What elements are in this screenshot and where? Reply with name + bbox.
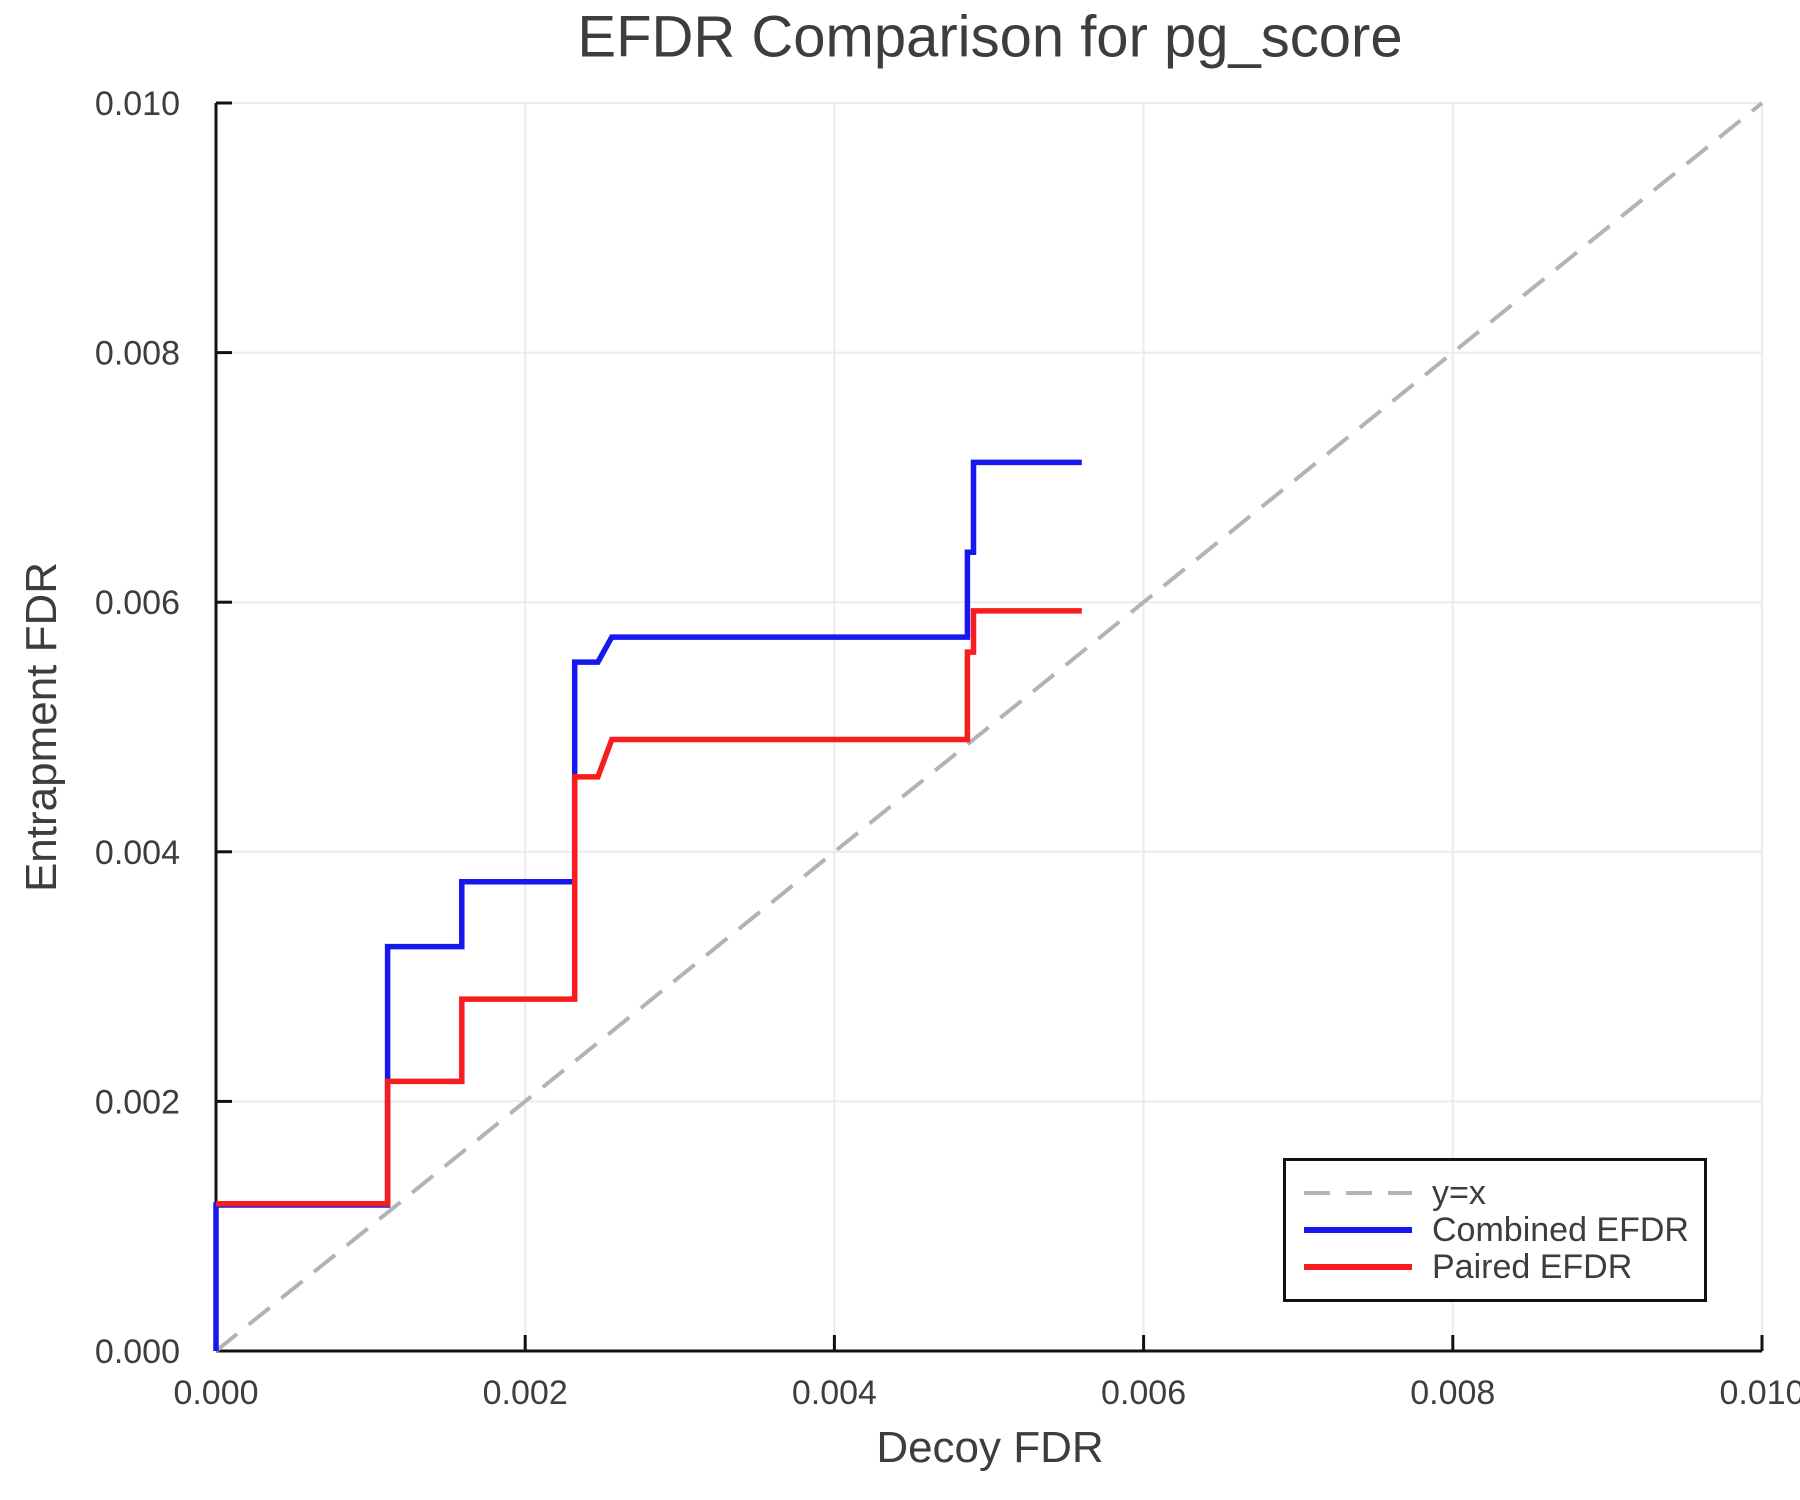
y-tick-label: 0.004 — [95, 834, 180, 872]
x-tick-label: 0.002 — [483, 1374, 568, 1412]
blue-line-sample-icon — [1304, 1227, 1412, 1233]
legend-label-paired: Paired EFDR — [1432, 1247, 1633, 1286]
diagonal-line — [214, 101, 1764, 1353]
y-tick-label: 0.006 — [95, 584, 180, 622]
legend-item-diagonal: y=x — [1302, 1173, 1704, 1212]
y-axis-label: Entrapment FDR — [17, 561, 66, 893]
legend-item-combined: Combined EFDR — [1302, 1210, 1704, 1249]
series-line-combined-efdr — [213, 459, 1082, 1351]
dashed-line-sample-icon — [1304, 1191, 1412, 1195]
red-line-sample-icon — [1304, 1264, 1412, 1270]
legend: y=x Combined EFDR Paired EFDR — [1283, 1158, 1707, 1302]
y-tick-label: 0.008 — [95, 335, 180, 373]
series-line-paired-efdr — [216, 608, 1082, 1207]
x-axis-label: Decoy FDR — [876, 1423, 1104, 1472]
x-tick-label: 0.006 — [1101, 1374, 1186, 1412]
y-tick-label: 0.010 — [95, 85, 180, 123]
chart-title: EFDR Comparison for pg_score — [577, 4, 1403, 70]
legend-item-paired: Paired EFDR — [1302, 1247, 1704, 1286]
x-tick-label: 0.000 — [173, 1374, 258, 1412]
legend-label-diagonal: y=x — [1432, 1173, 1486, 1212]
y-tick-label: 0.002 — [95, 1083, 180, 1121]
y-tick-label: 0.000 — [95, 1333, 180, 1371]
x-tick-label: 0.010 — [1719, 1374, 1800, 1412]
legend-label-combined: Combined EFDR — [1432, 1210, 1689, 1249]
x-tick-label: 0.008 — [1410, 1374, 1495, 1412]
x-tick-label: 0.004 — [792, 1374, 877, 1412]
